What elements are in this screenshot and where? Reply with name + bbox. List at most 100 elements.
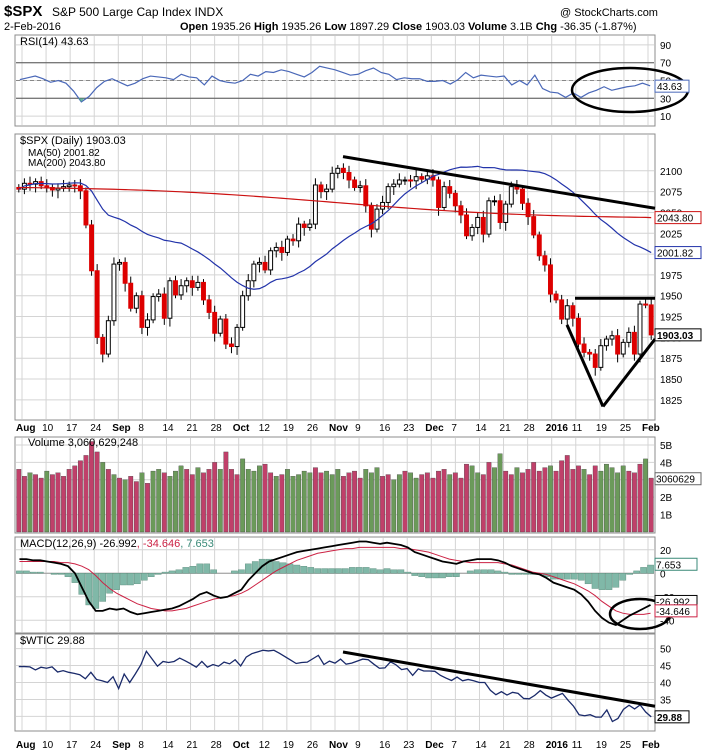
volume-bar (553, 470, 559, 533)
macd-histogram-bar (113, 573, 120, 590)
candle (128, 282, 134, 309)
candle (581, 343, 587, 353)
candle (570, 305, 576, 319)
volume-bar (486, 462, 492, 533)
volume-bar (206, 469, 212, 533)
volume-bar (643, 458, 648, 533)
macd-histogram-bar (612, 573, 620, 588)
macd-histogram-bar (134, 573, 141, 585)
volume-bar (268, 472, 274, 533)
x-tick-label: Oct (233, 740, 250, 751)
candle (301, 223, 307, 228)
volume-bar (195, 467, 201, 533)
volume-bar (66, 469, 72, 533)
y-tick-label: 30 (660, 94, 672, 105)
candle (262, 261, 268, 271)
macd-histogram-bar (619, 573, 627, 581)
candle (575, 317, 581, 345)
candle (133, 295, 139, 309)
candle (609, 335, 615, 340)
volume-bar (189, 474, 195, 533)
candle (324, 188, 330, 193)
macd-histogram-bar (626, 573, 634, 575)
macd-histogram-bar (633, 570, 640, 574)
macd-histogram-bar (175, 569, 183, 574)
x-tick-label: Feb (642, 740, 660, 751)
macd-histogram-bar (279, 562, 287, 574)
candle (648, 304, 654, 336)
y-tick-label: 70 (660, 59, 672, 70)
candle (296, 223, 302, 242)
candle (525, 202, 531, 218)
macd-histogram-bar (189, 566, 197, 574)
y-tick-label: 2025 (660, 229, 683, 240)
x-tick-label: 11 (572, 423, 583, 434)
candle (408, 179, 414, 182)
volume-bar (94, 451, 100, 533)
volume-bar (341, 476, 346, 533)
volume-bar (346, 472, 352, 533)
y-tick-label: 35 (660, 695, 672, 706)
y-tick-label: 90 (660, 41, 672, 52)
candle (161, 293, 167, 319)
x-tick-label: 21 (187, 740, 199, 751)
y-tick-label: 2100 (660, 167, 683, 178)
candle (396, 179, 402, 185)
candle (234, 326, 240, 348)
y-tick-label: 0 (660, 569, 666, 580)
candle (643, 303, 649, 306)
volume-bar (374, 467, 380, 533)
volume-bar (469, 465, 475, 533)
macd-histogram-bar (168, 570, 176, 574)
volume-bar (352, 470, 357, 533)
candle (419, 176, 425, 180)
macd-histogram-bar (598, 573, 606, 590)
last-value-tag (654, 79, 690, 93)
candle (201, 281, 206, 301)
resistance-trendline (342, 155, 656, 210)
macd-histogram-bar (439, 573, 446, 579)
candle (637, 303, 643, 355)
volume-bar (576, 465, 581, 533)
candle (508, 186, 514, 205)
volume-bar (380, 476, 385, 533)
x-tick-label: 10 (42, 740, 54, 751)
last-value-label: -26.992 (656, 597, 690, 608)
volume-bar (245, 469, 251, 533)
volume-bar (212, 462, 218, 533)
macd-histogram-bar (404, 571, 412, 574)
volume-bar (89, 441, 94, 533)
x-tick-label: 12 (259, 423, 271, 434)
candle (111, 263, 117, 322)
volume-bar (279, 474, 285, 533)
volume-bar (559, 460, 565, 533)
macd-histogram-bar (328, 568, 335, 574)
volume-bar (626, 470, 632, 533)
volume-bar (55, 472, 61, 533)
candle (284, 238, 290, 253)
volume-bar (536, 470, 542, 533)
volume-bar (592, 465, 598, 533)
y-tick-label: 1850 (660, 375, 683, 386)
candle (290, 238, 296, 242)
volume-bar (492, 467, 497, 533)
y-tick-label: 40 (660, 679, 672, 690)
candle (268, 250, 274, 271)
x-tick-label: Dec (425, 423, 444, 434)
macd-histogram-bar (453, 573, 460, 577)
macd-histogram-bar (140, 573, 148, 581)
x-tick-label: Nov (329, 740, 348, 751)
candle (587, 351, 593, 355)
macd-histogram-bar (196, 563, 204, 574)
candle (447, 186, 453, 194)
macd-histogram-bar (203, 563, 211, 574)
x-tick-label: 26 (307, 740, 319, 751)
candle (189, 280, 195, 288)
candle (452, 192, 458, 207)
macd-histogram-bar (355, 567, 363, 574)
ma50-line (18, 165, 652, 290)
index-name: S&P 500 Large Cap Index INDX (52, 5, 223, 19)
x-tick-label: Sep (112, 740, 130, 751)
candle (548, 264, 553, 295)
y-tick-label: 5B (660, 441, 673, 452)
